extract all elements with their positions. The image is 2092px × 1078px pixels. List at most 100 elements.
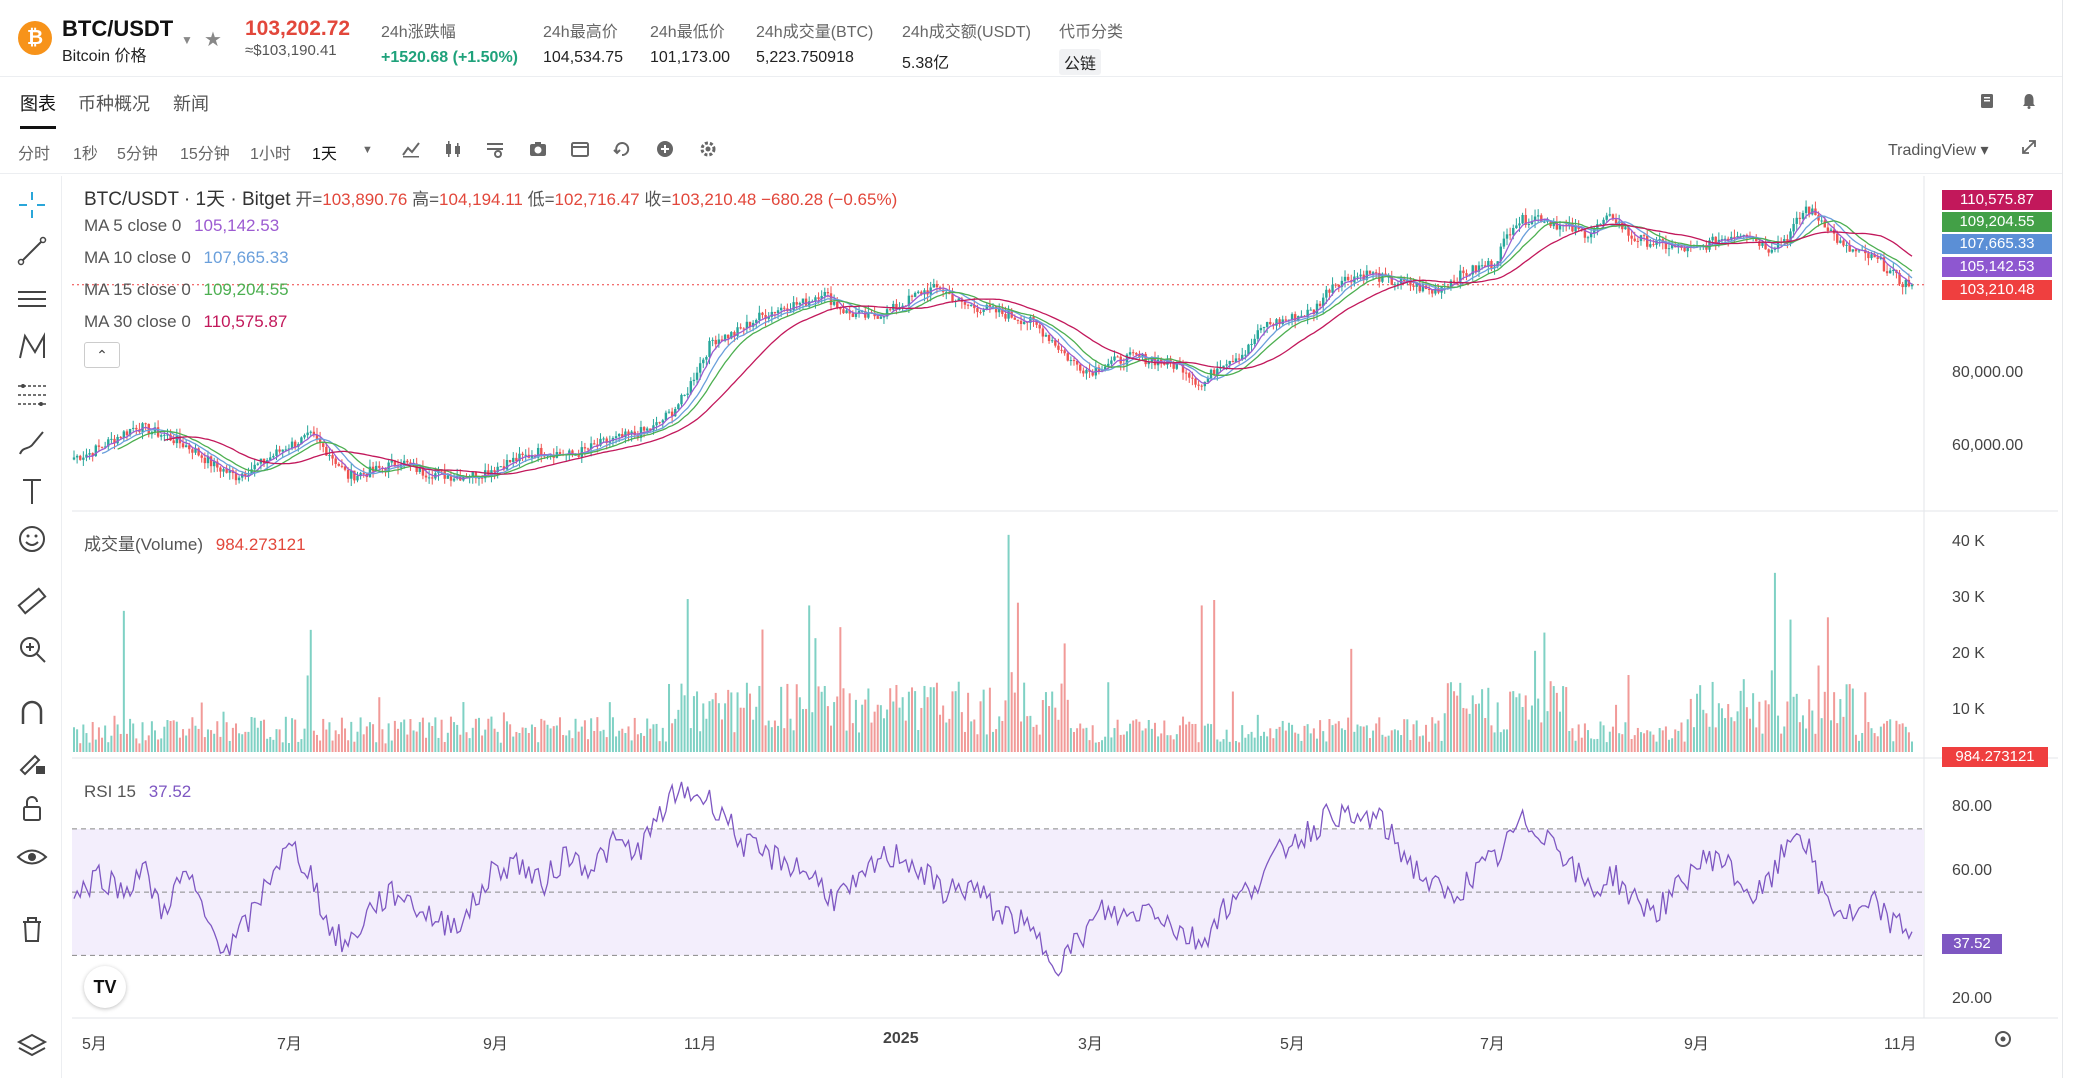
ma30-legend[interactable]: MA 30 close 0 110,575.87 xyxy=(84,312,287,332)
fullscreen-icon[interactable] xyxy=(2020,138,2038,161)
volume-bar xyxy=(291,718,294,752)
tab-chart[interactable]: 图表 xyxy=(20,90,56,129)
interval-more-icon[interactable]: ▼ xyxy=(362,144,373,156)
stat-24h-high: 24h最高价 104,534.75 xyxy=(543,18,623,67)
volume-bar xyxy=(1325,741,1328,752)
calendar-icon[interactable] xyxy=(569,138,591,160)
text-icon[interactable] xyxy=(15,474,49,508)
chart-canvas[interactable] xyxy=(72,176,2058,1078)
volume-bar xyxy=(1814,733,1817,752)
indicator-icon[interactable] xyxy=(400,138,422,160)
ruler-icon[interactable] xyxy=(15,584,49,618)
replay-icon[interactable] xyxy=(611,138,633,160)
candle-body xyxy=(440,470,443,472)
volume-bar xyxy=(1044,692,1047,752)
camera-icon[interactable] xyxy=(527,138,549,160)
volume-bar xyxy=(406,734,409,752)
magnet-icon[interactable] xyxy=(15,696,49,730)
ma5-legend[interactable]: MA 5 close 0 105,142.53 xyxy=(84,216,279,236)
legend-collapse-button[interactable]: ⌃ xyxy=(84,342,120,368)
volume-bar xyxy=(1091,725,1094,752)
volume-bar xyxy=(870,722,873,752)
candle-body xyxy=(1723,238,1727,240)
interval-1s[interactable]: 1秒 xyxy=(73,146,98,163)
volume-bar xyxy=(1415,720,1418,752)
horizontal-lines-icon[interactable] xyxy=(15,282,49,316)
crosshair-icon[interactable] xyxy=(15,188,49,222)
volume-bar xyxy=(571,738,574,752)
brush-icon[interactable] xyxy=(15,426,49,460)
gear-icon[interactable] xyxy=(697,138,719,160)
add-circle-icon[interactable] xyxy=(654,138,676,160)
trash-icon[interactable] xyxy=(15,912,49,946)
volume-bar xyxy=(1122,734,1125,752)
volume-bar xyxy=(169,720,172,752)
category-chip[interactable]: 公链 xyxy=(1059,49,1102,75)
rsi-legend[interactable]: RSI 15 37.52 xyxy=(84,782,191,802)
zoom-in-icon[interactable] xyxy=(15,632,49,666)
volume-bar xyxy=(1160,733,1163,752)
candle-body xyxy=(1228,361,1231,365)
notes-icon[interactable] xyxy=(1978,92,1996,115)
volume-bar xyxy=(745,682,748,752)
candle-body xyxy=(966,304,970,306)
volume-bar xyxy=(1506,729,1509,752)
interval-1h[interactable]: 1小时 xyxy=(250,146,291,163)
candle-body xyxy=(206,456,210,464)
emoji-icon[interactable] xyxy=(15,522,49,556)
volume-bar xyxy=(1175,734,1178,752)
volume-bar xyxy=(982,689,985,752)
volume-bar xyxy=(527,732,530,752)
volume-bar xyxy=(1225,729,1228,752)
settings-list-icon[interactable] xyxy=(484,138,506,160)
volume-bar xyxy=(1823,691,1826,752)
candle-type-icon[interactable] xyxy=(442,138,464,160)
volume-bar xyxy=(1418,736,1421,752)
symbol-dropdown-icon[interactable]: ▼ xyxy=(181,33,193,47)
candle-body xyxy=(1904,279,1907,288)
volume-bar xyxy=(979,701,982,752)
chart-settings-icon[interactable] xyxy=(1992,1028,2014,1055)
candle-body xyxy=(390,460,393,463)
candle-body xyxy=(982,309,985,312)
symbol-title[interactable]: BTC/USDT xyxy=(62,16,174,41)
volume-bar xyxy=(882,718,885,752)
ma15-legend[interactable]: MA 15 close 0 109,204.55 xyxy=(84,280,289,300)
chart-area[interactable]: BTC/USDT · 1天 · Bitget 开=103,890.76 高=10… xyxy=(72,176,2058,1078)
trend-line-icon[interactable] xyxy=(15,234,49,268)
price-axis-label: 80,000.00 xyxy=(1952,364,2024,381)
volume-bar xyxy=(945,722,948,752)
candle-body xyxy=(1608,214,1612,216)
candle-body xyxy=(708,340,711,357)
candle-body xyxy=(1736,236,1739,238)
candle-body xyxy=(166,434,169,436)
volume-legend[interactable]: 成交量(Volume) 984.273121 xyxy=(84,530,306,555)
volume-bar xyxy=(786,683,789,752)
tab-overview[interactable]: 币种概况 xyxy=(78,94,150,114)
tradingview-logo-icon[interactable]: TV xyxy=(84,966,126,1008)
candle-body xyxy=(1191,377,1194,379)
candle-body xyxy=(1801,212,1805,219)
volume-bar xyxy=(141,722,144,752)
volume-bar xyxy=(334,730,337,752)
interval-1d[interactable]: 1天 xyxy=(312,146,337,163)
draw-lock-icon[interactable] xyxy=(15,744,49,778)
lock-icon[interactable] xyxy=(15,792,49,826)
candle-body xyxy=(290,441,294,449)
volume-bar xyxy=(537,742,540,752)
favorite-star-icon[interactable]: ★ xyxy=(204,29,222,51)
alert-icon[interactable] xyxy=(2020,92,2038,115)
volume-bar xyxy=(830,725,833,752)
candle-body xyxy=(1536,215,1540,217)
fib-retracement-icon[interactable] xyxy=(15,378,49,412)
interval-timeline[interactable]: 分时 xyxy=(18,146,51,163)
pattern-icon[interactable] xyxy=(15,330,49,364)
eye-icon[interactable] xyxy=(15,840,49,874)
chart-toolbar: 分时 1秒 5分钟 15分钟 1小时 1天 ▼ TradingView ▾ xyxy=(0,134,2062,174)
ma10-legend[interactable]: MA 10 close 0 107,665.33 xyxy=(84,248,289,268)
tab-news[interactable]: 新闻 xyxy=(173,94,209,114)
interval-5m[interactable]: 5分钟 xyxy=(117,146,158,163)
interval-15m[interactable]: 15分钟 xyxy=(180,146,230,163)
tradingview-menu[interactable]: TradingView ▾ xyxy=(1888,142,1989,159)
layers-icon[interactable] xyxy=(15,1028,49,1062)
